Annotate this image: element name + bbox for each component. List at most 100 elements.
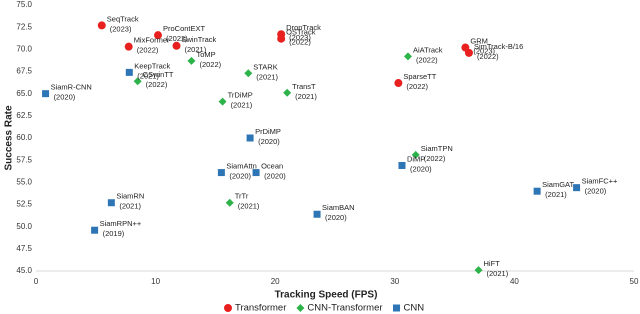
point-label: SiamRPN++ [100,219,142,228]
x-tick-label: 20 [271,277,280,286]
point-label: SwinTrack [182,35,217,44]
point-label: SiamTPN [421,144,453,153]
point-year: (2021) [231,101,253,110]
point-year: (2020) [410,164,432,173]
point-year: (2023) [110,24,132,33]
data-point [124,42,133,51]
point-label: GRM [470,37,488,46]
data-point [187,56,196,65]
point-label: SiamFC++ [582,177,618,186]
data-point [218,97,227,106]
point-year: (2020) [325,213,347,222]
y-tick-label: 45.0 [16,266,32,275]
point-year: (2020) [585,187,607,196]
point-label: MixFormer [134,36,170,45]
point-label: Ocean [261,162,283,171]
point-label: SeqTrack [107,14,139,23]
point-label: SparseTT [403,72,436,81]
x-tick-label: 10 [151,277,160,286]
data-point [411,150,420,159]
data-point [217,169,225,177]
point-year: (2020) [229,172,251,181]
x-tick-label: 40 [510,277,519,286]
legend-label: CNN-Transformer [307,303,382,314]
point-label: SimTrack-B/16 [474,42,523,51]
point-year: (2020) [54,93,76,102]
data-point [42,90,50,98]
x-tick-label: 30 [390,277,399,286]
y-tick-label: 50.0 [16,222,32,231]
data-point [225,198,234,207]
point-year: (2022) [424,154,446,163]
y-tick-label: 52.5 [16,200,32,209]
x-tick-label: 0 [34,277,39,286]
point-year: (2021) [545,190,567,199]
x-axis-title: Tracking Speed (FPS) [275,290,378,301]
y-axis-title: Success Rate [4,105,15,170]
y-tick-label: 72.5 [16,22,32,31]
point-year: (2021) [256,72,278,81]
point-year: (2021) [185,45,207,54]
point-year: (2021) [119,202,141,211]
point-label: AiATrack [413,45,443,54]
data-point [398,161,406,169]
point-year: (2021) [295,92,317,101]
data-point [283,88,292,97]
point-year: (2022) [146,80,168,89]
point-year: (2022) [406,82,428,91]
point-year: (2020) [258,137,280,146]
point-label: OSTrack [286,28,316,37]
point-label: ProContEXT [163,24,206,33]
point-label: SiamGAT [542,180,574,189]
y-tick-label: 75.0 [16,0,32,9]
legend-marker [393,304,401,312]
data-point [153,31,162,40]
point-year: (2023) [289,33,311,42]
point-label: HiFT [484,259,501,268]
point-label: SiamR-CNN [51,83,92,92]
point-year: (2022) [137,46,159,55]
data-point [252,169,260,177]
data-point [107,199,115,207]
y-tick-label: 67.5 [16,67,32,76]
data-point [125,68,133,76]
legend-marker [224,304,232,312]
data-point [244,69,253,78]
data-point [573,184,581,192]
data-point [133,77,142,86]
y-tick-label: 65.0 [16,89,32,98]
point-label: DropTrack [286,23,321,32]
data-point [97,21,106,30]
point-label: STARK [253,62,277,71]
data-point [277,34,286,43]
data-point [403,52,412,61]
point-year: (2022) [416,55,438,64]
point-label: TransT [292,82,316,91]
data-point [394,79,403,88]
point-year: (2021) [487,269,509,278]
point-label: SiamRN [116,192,144,201]
legend-label: Transformer [235,303,286,314]
legend-marker [296,304,305,312]
point-year: (2021) [238,202,260,211]
point-year: (2020) [264,172,286,181]
point-label: ToMP [196,50,215,59]
y-tick-label: 57.5 [16,155,32,164]
x-tick-label: 50 [630,277,639,286]
data-point [464,48,473,57]
y-tick-label: 70.0 [16,44,32,53]
point-label: KeepTrack [134,61,170,70]
point-year: (2021) [137,71,159,80]
data-point [313,210,321,218]
y-tick-label: 47.5 [16,244,32,253]
y-tick-label: 62.5 [16,111,32,120]
point-label: SiamAttn [226,162,256,171]
point-label: PrDiMP [255,127,281,136]
y-tick-label: 60.0 [16,133,32,142]
point-year: (2019) [103,229,125,238]
data-point [246,134,254,142]
point-label: DiMP [407,154,425,163]
point-label: CSwinTT [143,70,174,79]
point-year: (2022) [477,52,499,61]
